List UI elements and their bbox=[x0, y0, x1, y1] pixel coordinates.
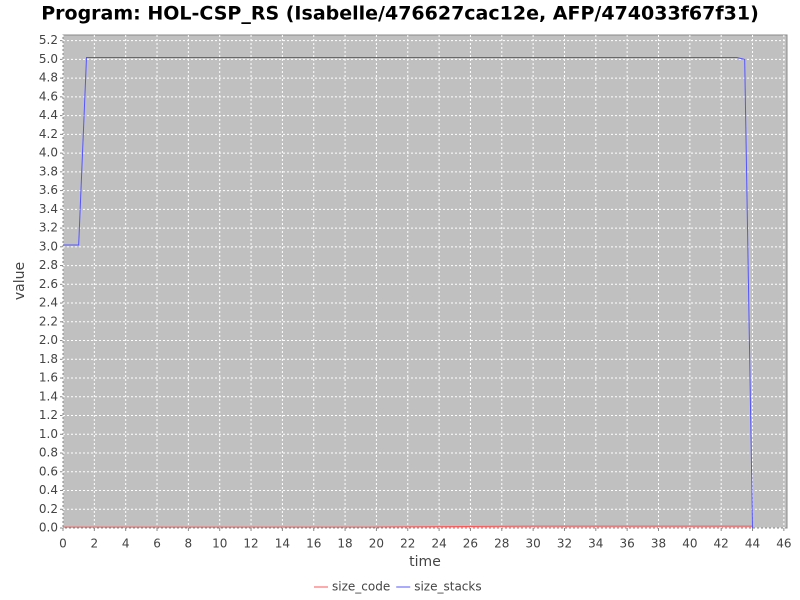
y-tick-label: 0.6 bbox=[39, 464, 58, 478]
y-tick-label: 2.0 bbox=[39, 333, 58, 347]
y-tick-label: 1.4 bbox=[39, 389, 58, 403]
legend-label: size_code bbox=[332, 580, 390, 594]
x-tick-label: 6 bbox=[153, 537, 161, 551]
y-tick-label: 1.6 bbox=[39, 371, 58, 385]
x-tick-label: 2 bbox=[91, 537, 99, 551]
y-axis-label: value bbox=[12, 262, 28, 300]
x-tick-label: 26 bbox=[463, 537, 478, 551]
x-tick-label: 4 bbox=[122, 537, 130, 551]
x-tick-label: 24 bbox=[431, 537, 446, 551]
x-tick-label: 10 bbox=[212, 537, 227, 551]
x-tick-label: 34 bbox=[588, 537, 603, 551]
y-tick-label: 2.4 bbox=[39, 296, 58, 310]
plot-area bbox=[62, 34, 788, 529]
y-tick-label: 0.2 bbox=[39, 502, 58, 516]
chart-title: Program: HOL-CSP_RS (Isabelle/476627cac1… bbox=[41, 3, 759, 25]
y-tick-label: 2.6 bbox=[39, 277, 58, 291]
y-tick-label: 3.2 bbox=[39, 221, 58, 235]
y-tick-label: 4.6 bbox=[39, 89, 58, 103]
y-tick-label: 4.8 bbox=[39, 71, 58, 85]
y-tick-label: 5.2 bbox=[39, 33, 58, 47]
x-tick-label: 36 bbox=[620, 537, 635, 551]
y-tick-label: 1.8 bbox=[39, 352, 58, 366]
y-tick-label: 4.0 bbox=[39, 146, 58, 160]
x-tick-label: 14 bbox=[275, 537, 290, 551]
x-tick-label: 16 bbox=[306, 537, 321, 551]
y-tick-label: 3.4 bbox=[39, 202, 58, 216]
x-tick-label: 18 bbox=[337, 537, 352, 551]
x-tick-label: 12 bbox=[243, 537, 258, 551]
y-tick-label: 2.8 bbox=[39, 258, 58, 272]
legend-label: size_stacks bbox=[414, 580, 481, 594]
x-tick-label: 40 bbox=[682, 537, 697, 551]
y-tick-label: 0.0 bbox=[39, 521, 58, 535]
y-tick-label: 2.2 bbox=[39, 314, 58, 328]
y-tick-label: 0.8 bbox=[39, 446, 58, 460]
series-line bbox=[63, 56, 754, 529]
x-tick-label: 8 bbox=[185, 537, 193, 551]
y-tick-label: 3.0 bbox=[39, 239, 58, 253]
x-tick-label: 42 bbox=[714, 537, 729, 551]
x-tick-label: 22 bbox=[400, 537, 415, 551]
y-tick-label: 0.4 bbox=[39, 483, 58, 497]
x-tick-label: 20 bbox=[369, 537, 384, 551]
x-tick-label: 0 bbox=[59, 537, 67, 551]
x-tick-label: 32 bbox=[557, 537, 572, 551]
y-tick-label: 1.0 bbox=[39, 427, 58, 441]
x-tick-label: 44 bbox=[745, 537, 760, 551]
x-tick-label: 30 bbox=[525, 537, 540, 551]
y-tick-label: 5.0 bbox=[39, 52, 58, 66]
x-tick-label: 38 bbox=[651, 537, 666, 551]
x-axis-label: time bbox=[409, 554, 441, 570]
x-tick-label: 28 bbox=[494, 537, 509, 551]
x-tick-label: 46 bbox=[776, 537, 791, 551]
y-tick-label: 4.4 bbox=[39, 108, 58, 122]
y-tick-label: 4.2 bbox=[39, 127, 58, 141]
series-line bbox=[63, 525, 753, 528]
y-tick-label: 1.2 bbox=[39, 408, 58, 422]
y-tick-label: 3.8 bbox=[39, 164, 58, 178]
y-tick-label: 3.6 bbox=[39, 183, 58, 197]
